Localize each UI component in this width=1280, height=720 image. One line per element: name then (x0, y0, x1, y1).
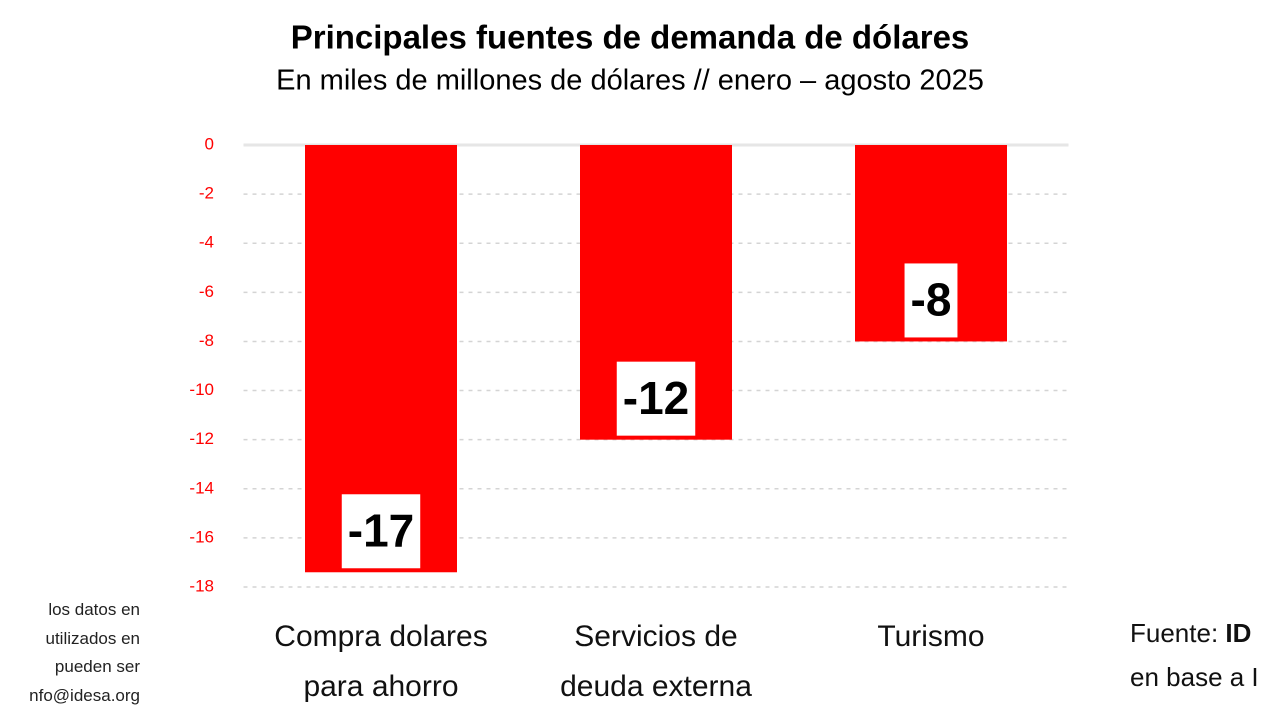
y-tick-label: -18 (189, 576, 214, 595)
source-label: Fuente: (1130, 618, 1219, 648)
note-line: pueden ser (54, 657, 140, 676)
x-tick-label: Turismo (877, 620, 985, 653)
y-tick-label: -12 (189, 429, 214, 448)
y-tick-label: 0 (205, 134, 214, 153)
x-tick-label: Servicios de deuda externa (560, 620, 752, 703)
value-label-box (341, 494, 421, 569)
source-name: ID (1225, 618, 1252, 648)
y-tick-label: -8 (199, 331, 214, 350)
chart-subtitle: En miles de millones de dólares // enero… (276, 65, 984, 97)
value-label: -12 (623, 372, 689, 424)
source-line2: en base a I (1130, 662, 1259, 692)
x-tick-label: Compra dolares para ahorro (274, 620, 488, 703)
value-label-box (616, 361, 696, 436)
source-line: Fuente: ID (1130, 618, 1251, 649)
y-tick-label: -2 (199, 184, 214, 203)
y-tick-label: -6 (199, 282, 214, 301)
note-line: nfo@idesa.org (29, 685, 140, 705)
note-line: utilizados en (45, 628, 140, 648)
value-label-box (904, 263, 958, 338)
chart-title: Principales fuentes de demanda de dólare… (291, 19, 970, 56)
y-tick-label: -4 (199, 233, 214, 252)
y-tick-label: -16 (189, 527, 214, 546)
y-tick-label: -14 (189, 478, 214, 497)
y-tick-label: -10 (189, 380, 214, 399)
value-label: -8 (911, 274, 952, 326)
note-line: los datos en (48, 600, 140, 619)
value-label: -17 (348, 504, 414, 556)
